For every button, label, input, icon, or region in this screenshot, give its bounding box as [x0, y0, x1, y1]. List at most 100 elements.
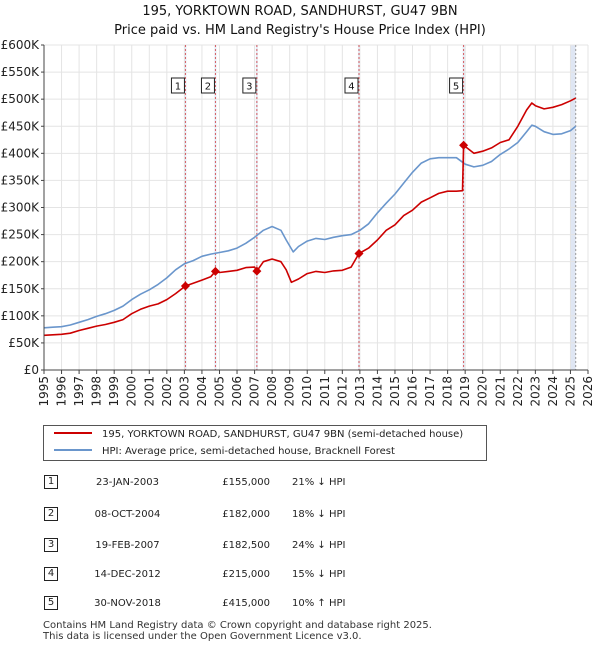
sale-label-4: 4 [344, 77, 359, 94]
footer-licence: This data is licensed under the Open Gov… [43, 631, 362, 642]
sale-marker-4 [354, 249, 364, 259]
sale-date: 30-NOV-2018 [94, 598, 161, 609]
x-tick-label: 2018 [441, 376, 455, 407]
sale-label-box-2 [200, 77, 215, 94]
x-tick-label: 1995 [37, 376, 51, 407]
sale-label-box-1 [170, 77, 185, 94]
x-tick-label: 2022 [511, 376, 525, 407]
y-axis: £0 £50K £100K £150K £200K £250K £300K £350K £400… [1, 38, 45, 377]
x-tick-label: 2009 [283, 376, 297, 407]
sale-hpi-comparison: 24% ↓ HPI [292, 540, 346, 551]
y-tick-label: £250K [1, 228, 41, 242]
x-tick-label: 2010 [300, 376, 314, 407]
x-tick-label: 2004 [195, 376, 209, 407]
footer-copyright: Contains HM Land Registry data © Crown c… [43, 620, 432, 631]
sale-marker-1 [180, 281, 190, 291]
sale-label-box-3 [242, 77, 257, 94]
sale-price: £415,000 [222, 598, 270, 609]
y-tick-label: £200K [1, 255, 41, 269]
y-tick-label: £0 [24, 363, 39, 377]
x-tick-label: 2007 [248, 376, 262, 407]
y-tick-label: £50K [8, 336, 40, 350]
y-tick-label: £400K [1, 146, 41, 160]
sale-label-box-5 [449, 77, 464, 94]
x-tick-label: 2000 [125, 376, 139, 407]
sale-marker-5 [459, 140, 469, 150]
x-tick-label: 2011 [318, 376, 332, 407]
sale-number-badge: 1 [44, 475, 58, 489]
x-tick-label: 2025 [563, 376, 577, 407]
x-tick-label: 2012 [335, 376, 349, 407]
y-tick-label: £600K [1, 38, 41, 52]
x-tick-label: 2006 [230, 376, 244, 407]
sale-marker-3 [252, 266, 262, 276]
x-tick-label: 2005 [212, 376, 226, 407]
footer-attribution: Contains HM Land Registry data © Crown c… [43, 620, 432, 642]
chart-title-line1: 195, YORKTOWN ROAD, SANDHURST, GU47 9BN [142, 4, 458, 19]
sale-hpi-comparison: 15% ↓ HPI [292, 569, 346, 580]
sale-hpi-comparison: 10% ↑ HPI [292, 598, 346, 609]
x-tick-label: 2001 [142, 376, 156, 407]
legend-label-property: 195, YORKTOWN ROAD, SANDHURST, GU47 9BN … [102, 429, 464, 440]
series-lines [43, 97, 577, 337]
x-tick-label: 2021 [493, 376, 507, 407]
x-tick-label: 1997 [72, 376, 86, 407]
sale-marker-2 [210, 266, 220, 276]
table-row: 4 14-DEC-2012 £215,000 15% ↓ HPI [40, 566, 440, 584]
y-tick-label: £550K [1, 65, 41, 79]
sale-price: £182,500 [222, 540, 270, 551]
chart-title: 195, YORKTOWN ROAD, SANDHURST, GU47 9BN … [0, 2, 600, 40]
x-tick-label: 2017 [423, 376, 437, 407]
series-line-hpi [43, 124, 577, 329]
y-tick-label: £100K [1, 309, 41, 323]
sale-label-2: 2 [200, 77, 215, 94]
sale-price: £215,000 [222, 569, 270, 580]
y-tick-label: £300K [1, 201, 41, 215]
sale-number-badge: 2 [44, 507, 58, 521]
sale-number-labels: 1 2 3 4 5 [170, 77, 464, 94]
sale-label-3: 3 [242, 77, 257, 94]
x-tick-label: 1999 [107, 376, 121, 407]
legend: 195, YORKTOWN ROAD, SANDHURST, GU47 9BN … [43, 425, 487, 461]
x-tick-label: 2002 [160, 376, 174, 407]
sale-label-text-5: 5 [453, 82, 459, 93]
x-axis: 1995 1996 1997 1998 1999 2000 2001 2002 2003 2004… [37, 369, 595, 407]
sale-number-badge: 3 [44, 538, 58, 552]
series-line-property [43, 97, 577, 337]
legend-item-property: 195, YORKTOWN ROAD, SANDHURST, GU47 9BN … [54, 427, 463, 443]
sale-number-badge: 5 [44, 596, 58, 610]
sale-label-text-2: 2 [205, 82, 211, 93]
grid [43, 44, 589, 371]
sale-price: £155,000 [222, 477, 270, 488]
legend-swatch-property [54, 432, 92, 434]
x-tick-label: 2008 [265, 376, 279, 407]
table-row: 5 30-NOV-2018 £415,000 10% ↑ HPI [40, 595, 440, 613]
y-tick-label: £450K [1, 119, 41, 133]
sale-date: 23-JAN-2003 [95, 477, 160, 488]
price-chart: 1 2 3 4 5 £0 £50K £100K £150K £200K £250K £300K £35… [1, 38, 595, 407]
table-row: 3 19-FEB-2007 £182,500 24% ↓ HPI [40, 537, 440, 555]
x-tick-label: 2016 [406, 376, 420, 407]
y-tick-label: £150K [1, 282, 41, 296]
table-row: 2 08-OCT-2004 £182,000 18% ↓ HPI [40, 506, 440, 524]
y-tick-label: £500K [1, 92, 41, 106]
sale-date: 08-OCT-2004 [94, 509, 161, 520]
x-tick-label: 2015 [388, 376, 402, 407]
chart-title-line2: Price paid vs. HM Land Registry's House … [114, 23, 486, 38]
sale-markers [180, 140, 469, 291]
sale-hpi-comparison: 21% ↓ HPI [292, 477, 346, 488]
x-tick-label: 2026 [581, 376, 595, 407]
x-tick-label: 1996 [55, 376, 69, 407]
sale-date: 14-DEC-2012 [94, 569, 161, 580]
legend-swatch-hpi [54, 449, 92, 451]
sale-label-box-4 [344, 77, 359, 94]
sale-label-1: 1 [170, 77, 185, 94]
sale-label-text-3: 3 [246, 82, 252, 93]
sale-number-badge: 4 [44, 567, 58, 581]
table-row: 1 23-JAN-2003 £155,000 21% ↓ HPI [40, 474, 440, 492]
x-tick-label: 2019 [458, 376, 472, 407]
x-tick-label: 2024 [546, 376, 560, 407]
sale-label-text-4: 4 [348, 82, 354, 93]
x-tick-label: 2014 [370, 376, 384, 407]
x-tick-label: 2013 [353, 376, 367, 407]
